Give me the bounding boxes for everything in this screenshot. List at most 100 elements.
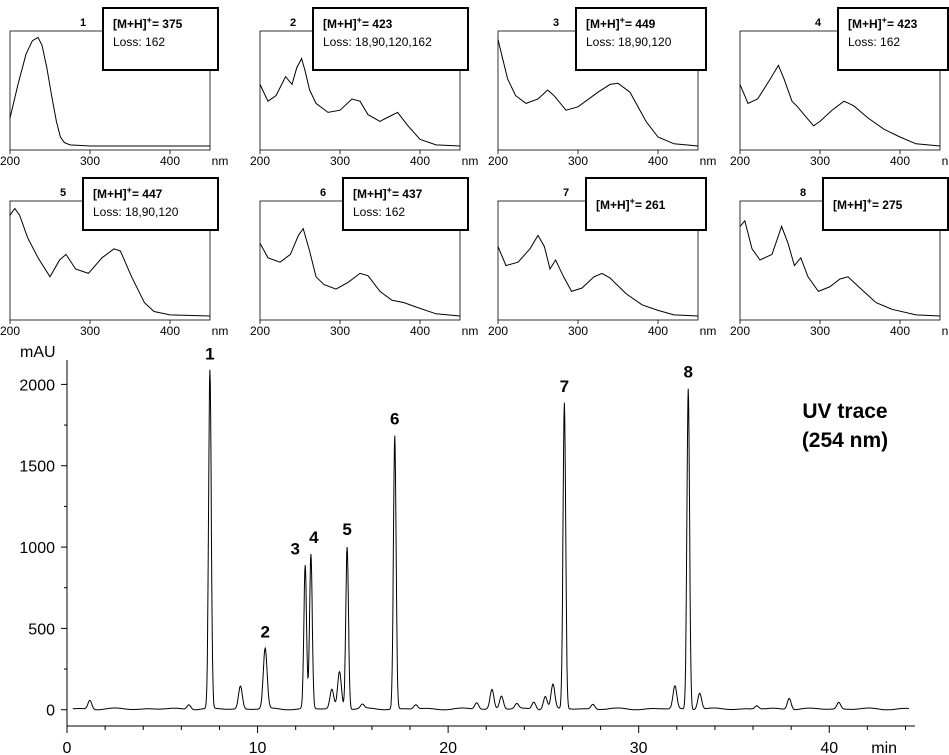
spectrum-peak-number: 7 (563, 187, 569, 199)
peak-label: 2 (260, 623, 269, 642)
mass-ion-label: [M+H]+= 437 (353, 185, 423, 201)
x-tick-label: 40 (820, 740, 838, 755)
mass-loss-label: Loss: 18,90,120,162 (323, 35, 432, 49)
mass-loss-label: Loss: 18,90,120 (586, 35, 672, 49)
mass-ion-label: [M+H]+= 447 (93, 185, 163, 201)
spectrum-tick-label: 300 (330, 324, 350, 338)
mass-info-box (82, 177, 219, 231)
mass-ion-label: [M+H]+= 261 (596, 196, 666, 212)
spectrum-tick-label: 200 (250, 324, 270, 338)
spectrum-x-unit: nm (462, 324, 479, 338)
spectrum-tick-label: 200 (250, 154, 270, 168)
spectrum-tick-label: 400 (410, 324, 430, 338)
y-tick-label: 1000 (19, 540, 55, 557)
mass-loss-label: Loss: 162 (113, 35, 165, 49)
spectrum-curve (9, 207, 211, 317)
x-tick-label: 0 (63, 740, 72, 755)
mass-ion-label: [M+H]+= 423 (323, 15, 393, 31)
mass-info-box (575, 7, 707, 71)
peak-label: 4 (309, 528, 319, 547)
spectrum-curve (9, 36, 210, 147)
spectrum-curve (259, 227, 461, 317)
uv-spectra-panels: 200 300 400 nm 1 [M+H]+= 375 Loss: 162 200 300 40… (0, 7, 949, 338)
x-tick-label: 20 (439, 740, 457, 755)
mass-ion-label: [M+H]+= 423 (848, 15, 918, 31)
spectrum-x-unit: nm (212, 154, 229, 168)
spectrum-x-unit: nm (700, 154, 717, 168)
spectrum-tick-label: 400 (160, 154, 180, 168)
spectrum-peak-number: 8 (800, 187, 806, 199)
spectrum-panel-1: 200 300 400 nm 1 [M+H]+= 375 Loss: 162 (0, 7, 229, 168)
mass-loss-label: Loss: 162 (848, 35, 900, 49)
spectrum-panel-7: 200 300 400 nm 7 [M+H]+= 261 (488, 177, 717, 338)
x-axis-unit: min (871, 740, 897, 755)
spectrum-tick-label: 300 (80, 324, 100, 338)
mass-ion-label: [M+H]+= 275 (833, 196, 903, 212)
spectrum-peak-number: 6 (320, 187, 326, 199)
chart-title-line-1: UV trace (802, 400, 887, 423)
spectrum-tick-label: 300 (330, 154, 350, 168)
spectrum-tick-label: 300 (568, 154, 588, 168)
peak-label: 3 (290, 540, 299, 559)
chromatogram-panel: 0 500 1000 1500 2000 0 10 20 30 40 min mAU UV trace (… (19, 344, 915, 755)
spectrum-peak-number: 3 (553, 17, 559, 29)
spectrum-x-unit: nm (212, 324, 229, 338)
y-tick-label: 2000 (19, 377, 55, 394)
uv-trace-line (72, 369, 909, 711)
y-tick-label: 1500 (19, 459, 55, 476)
spectrum-tick-label: 300 (568, 324, 588, 338)
spectrum-curve (259, 57, 461, 147)
spectrum-x-unit: nm (462, 154, 479, 168)
chart-title-line-2: (254 nm) (802, 429, 888, 452)
x-tick-label: 30 (630, 740, 648, 755)
spectrum-peak-number: 4 (815, 17, 822, 29)
peak-label: 5 (342, 520, 351, 539)
mass-info-box (312, 7, 469, 71)
spectrum-panel-3: 200 300 400 nm 3 [M+H]+= 449 Loss: 18,90,120 (488, 7, 717, 168)
spectrum-panel-4: 200 300 400 nm 4 [M+H]+= 423 Loss: 162 (730, 7, 949, 168)
spectrum-tick-label: 200 (488, 154, 508, 168)
spectrum-tick-label: 300 (80, 154, 100, 168)
spectrum-panel-6: 200 300 400 nm 6 [M+H]+= 437 Loss: 162 (250, 177, 479, 338)
spectrum-curve (739, 219, 941, 317)
spectrum-curve (739, 64, 941, 147)
spectrum-tick-label: 400 (890, 324, 910, 338)
peak-label: 8 (683, 362, 692, 381)
spectrum-tick-label: 400 (648, 154, 668, 168)
spectrum-peak-number: 5 (60, 187, 66, 199)
spectrum-tick-label: 400 (648, 324, 668, 338)
spectrum-tick-label: 400 (160, 324, 180, 338)
spectrum-x-unit: nm (700, 324, 717, 338)
spectrum-tick-label: 200 (0, 324, 20, 338)
spectrum-tick-label: 200 (730, 154, 750, 168)
spectrum-peak-number: 1 (80, 17, 86, 29)
spectrum-tick-label: 200 (488, 324, 508, 338)
mass-ion-label: [M+H]+= 449 (586, 15, 656, 31)
mass-loss-label: Loss: 162 (353, 205, 405, 219)
spectrum-tick-label: 300 (810, 324, 830, 338)
mass-info-box (342, 177, 469, 231)
spectrum-curve (497, 234, 699, 317)
spectrum-tick-label: 400 (410, 154, 430, 168)
spectrum-tick-label: 400 (890, 154, 910, 168)
x-tick-label: 10 (249, 740, 267, 755)
spectrum-tick-label: 200 (730, 324, 750, 338)
spectrum-tick-label: 200 (0, 154, 20, 168)
spectrum-panel-2: 200 300 400 nm 2 [M+H]+= 423 Loss: 18,90,120,1… (250, 7, 479, 168)
peak-label: 7 (560, 377, 569, 396)
mass-info-box (822, 177, 949, 231)
spectrum-x-unit: nm (942, 324, 949, 338)
spectrum-tick-label: 300 (810, 154, 830, 168)
spectrum-panel-5: 200 300 400 nm 5 [M+H]+= 447 Loss: 18,90,120 (0, 177, 229, 338)
mass-info-box (102, 7, 219, 71)
mass-info-box (585, 177, 707, 231)
mass-info-box (837, 7, 949, 71)
spectrum-curve (497, 39, 699, 147)
y-axis-label: mAU (20, 344, 56, 361)
y-tick-label: 0 (46, 703, 55, 720)
mass-loss-label: Loss: 18,90,120 (93, 205, 179, 219)
spectrum-x-unit: nm (942, 154, 949, 168)
spectrum-panel-8: 200 300 400 nm 8 [M+H]+= 275 (730, 177, 949, 338)
spectrum-peak-number: 2 (290, 17, 296, 29)
